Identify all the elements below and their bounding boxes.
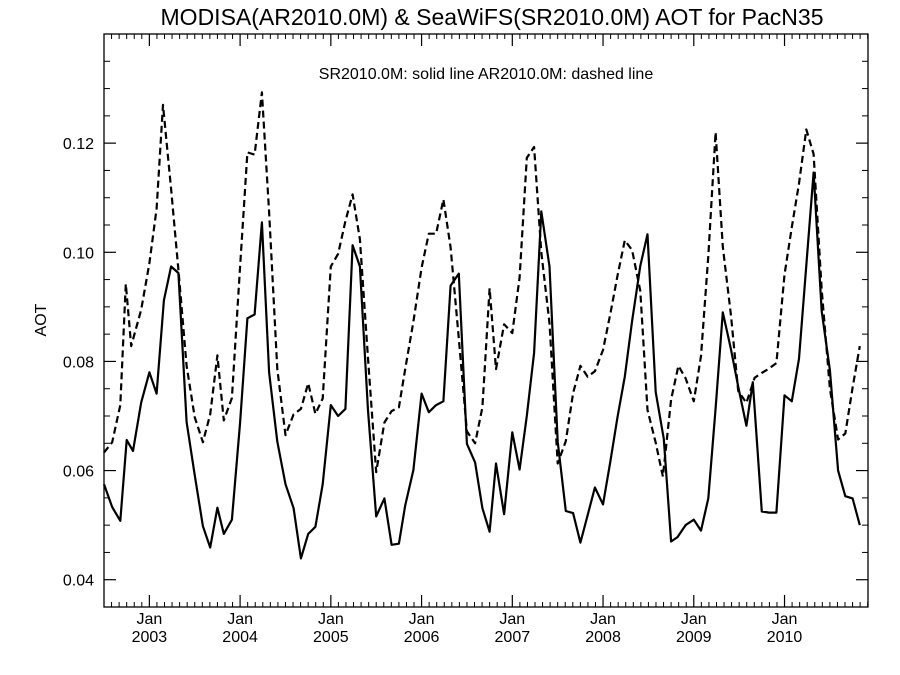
x-tick-month-label: Jan bbox=[772, 611, 798, 628]
y-tick-label: 0.08 bbox=[63, 354, 94, 371]
y-tick-label: 0.06 bbox=[63, 464, 94, 481]
x-tick-year-label: 2004 bbox=[222, 629, 258, 646]
x-tick-month-label: Jan bbox=[499, 611, 525, 628]
x-tick-year-label: 2005 bbox=[313, 629, 349, 646]
series-line-sr2010-solid bbox=[102, 171, 861, 560]
x-tick-month-label: Jan bbox=[227, 611, 253, 628]
x-tick-year-label: 2006 bbox=[404, 629, 440, 646]
x-tick-year-label: 2009 bbox=[676, 629, 712, 646]
x-tick-year-label: 2010 bbox=[767, 629, 803, 646]
line-style-legend: SR2010.0M: solid line AR2010.0M: dashed … bbox=[319, 66, 654, 83]
x-tick-month-label: Jan bbox=[590, 611, 616, 628]
x-tick-year-label: 2003 bbox=[132, 629, 168, 646]
x-tick-month-label: Jan bbox=[409, 611, 435, 628]
y-tick-label: 0.04 bbox=[63, 573, 94, 590]
y-axis-label: AOT bbox=[33, 303, 50, 336]
x-tick-year-label: 2007 bbox=[495, 629, 531, 646]
x-tick-year-label: 2008 bbox=[585, 629, 621, 646]
y-tick-label: 0.12 bbox=[63, 136, 94, 153]
axes-layer: 0.040.060.080.100.12Jan2003Jan2004Jan200… bbox=[63, 33, 869, 646]
y-tick-label: 0.10 bbox=[63, 245, 94, 262]
plot-frame bbox=[103, 33, 869, 608]
x-tick-month-label: Jan bbox=[318, 611, 344, 628]
x-tick-month-label: Jan bbox=[681, 611, 707, 628]
chart-title: MODISA(AR2010.0M) & SeaWiFS(SR2010.0M) A… bbox=[161, 4, 824, 30]
x-tick-month-label: Jan bbox=[136, 611, 162, 628]
series-layer bbox=[102, 91, 861, 560]
